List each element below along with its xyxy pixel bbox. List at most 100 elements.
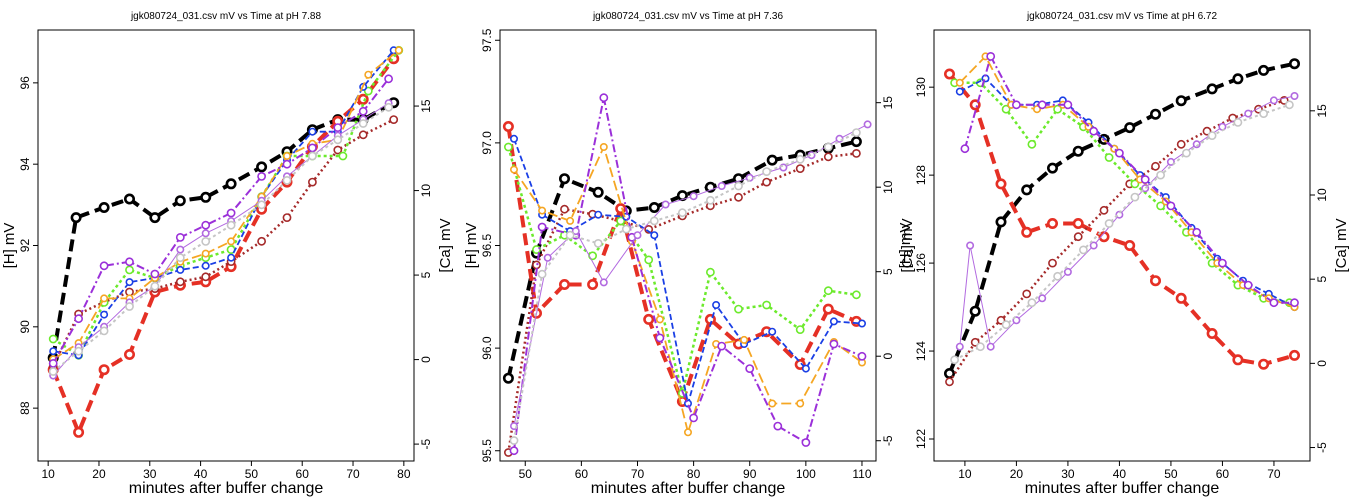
data-point	[1115, 210, 1124, 219]
data-point	[801, 438, 811, 447]
data-point	[503, 142, 513, 152]
y-tick-label: 88	[18, 401, 32, 415]
data-point	[538, 206, 547, 215]
data-point	[1038, 294, 1047, 303]
data-point	[976, 342, 985, 352]
data-point	[762, 300, 771, 310]
data-point	[201, 249, 210, 258]
data-point	[175, 232, 185, 242]
chart-title: jgk080724_031.csv mV vs Time at pH 7.36	[592, 11, 784, 22]
data-point	[1001, 320, 1011, 330]
data-point	[1258, 64, 1270, 76]
data-point	[661, 200, 670, 209]
data-point	[74, 314, 83, 324]
x-tick-label: 70	[631, 467, 645, 481]
data-point	[99, 326, 109, 336]
data-point	[99, 261, 109, 271]
data-point	[150, 269, 160, 279]
y2-axis-label: [Ca] mV	[899, 218, 916, 272]
data-point	[176, 265, 185, 274]
x-tick-label: 110	[852, 467, 871, 481]
data-point	[945, 377, 954, 387]
data-point	[282, 175, 292, 185]
data-point	[1269, 298, 1279, 308]
data-point	[1218, 258, 1227, 268]
x-tick-label: 70	[346, 467, 360, 481]
data-point	[1053, 104, 1062, 114]
y2-tick-label: 15	[881, 96, 895, 110]
data-point	[256, 161, 268, 173]
data-point	[1290, 92, 1299, 101]
data-point	[1047, 162, 1059, 174]
data-point	[1150, 275, 1162, 287]
data-point	[1166, 201, 1176, 211]
data-point	[1182, 148, 1191, 158]
x-axis-label: minutes after buffer change	[1025, 480, 1220, 497]
y-tick-label: 92	[18, 239, 32, 253]
data-point	[125, 278, 134, 287]
data-point	[1072, 145, 1084, 157]
data-point	[1124, 122, 1136, 134]
x-tick-label: 80	[397, 467, 411, 481]
data-point	[1001, 104, 1011, 114]
y2-tick-label: 10	[419, 184, 433, 198]
series-line-2	[51, 57, 396, 435]
series-line-3	[52, 118, 395, 367]
data-point	[621, 224, 631, 234]
data-point	[73, 426, 85, 438]
data-point	[1089, 241, 1098, 250]
data-point	[358, 106, 368, 116]
data-point	[333, 145, 343, 155]
y-axis-label: [H] mV	[463, 223, 480, 269]
data-point	[560, 204, 569, 214]
data-point	[282, 213, 292, 222]
data-point	[363, 86, 373, 96]
data-point	[599, 93, 609, 103]
data-point	[768, 399, 777, 408]
x-tick-label: 50	[245, 467, 259, 481]
data-point	[1218, 122, 1227, 131]
data-point	[502, 372, 514, 384]
y2-axis-label: [Ca] mV	[437, 218, 454, 272]
data-point	[822, 303, 834, 315]
y2-tick-label: 15	[1315, 104, 1329, 118]
y2-tick-label: -5	[419, 438, 433, 449]
data-point	[592, 186, 604, 198]
data-point	[1063, 267, 1072, 276]
series-line-5	[53, 49, 395, 357]
data-point	[1140, 175, 1150, 184]
data-point	[532, 245, 541, 254]
data-point	[857, 351, 867, 361]
chart-title: jgk080724_031.csv mV vs Time at pH 7.88	[130, 11, 322, 22]
data-point	[1130, 192, 1140, 202]
data-point	[1072, 218, 1084, 230]
data-point	[333, 135, 343, 145]
data-point	[689, 413, 698, 423]
x-tick-label: 30	[143, 467, 157, 481]
data-point	[986, 52, 996, 61]
data-point	[795, 325, 805, 334]
x-axis-label: minutes after buffer change	[591, 480, 786, 497]
series-line-2	[947, 72, 1296, 367]
data-point	[794, 358, 806, 370]
data-point	[200, 191, 212, 203]
data-point	[616, 216, 626, 226]
data-point	[1033, 105, 1042, 114]
data-point	[706, 267, 715, 277]
y2-axis-label: [Ca] mV	[1333, 218, 1350, 272]
data-point	[125, 265, 134, 275]
x-tick-label: 70	[1267, 467, 1281, 481]
data-point	[175, 253, 185, 263]
data-point	[823, 152, 833, 162]
chart-panel-3: jgk080724_031.csv mV vs Time at pH 6.72 1…	[897, 11, 1350, 497]
data-point	[558, 278, 570, 290]
data-point	[1115, 148, 1124, 158]
x-tick-label: 10	[958, 467, 972, 481]
data-point	[100, 310, 109, 319]
chart-panel-2: jgk080724_031.csv mV vs Time at pH 7.36 5…	[463, 11, 916, 497]
x-tick-label: 60	[296, 467, 310, 481]
data-point	[174, 195, 186, 207]
y-tick-label: 94	[18, 157, 32, 171]
data-point	[1269, 96, 1278, 105]
data-point	[587, 278, 599, 290]
